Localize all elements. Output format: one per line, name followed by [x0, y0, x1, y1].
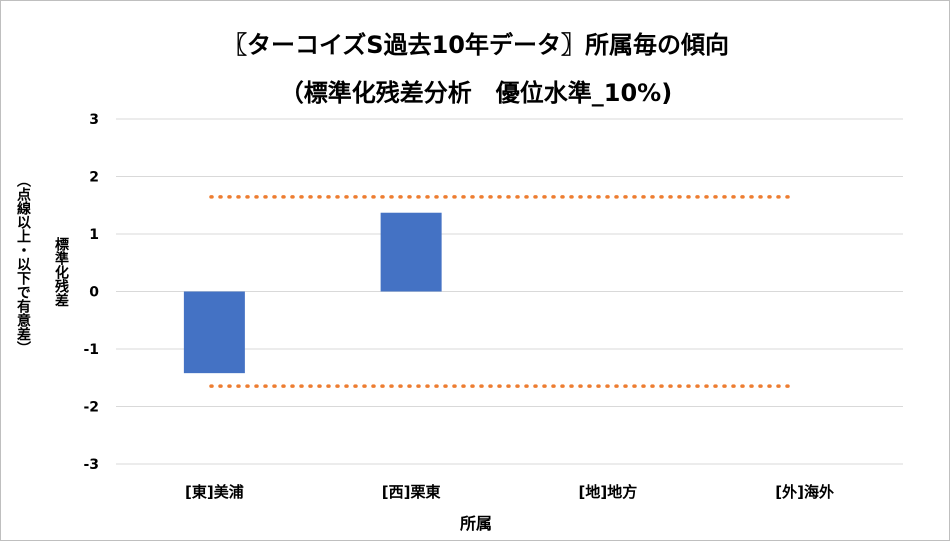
y-tick-label: 3	[89, 112, 99, 128]
x-axis-title: 所属	[459, 514, 492, 533]
y-tick-label: 0	[89, 285, 99, 301]
y-tick-label: -3	[83, 457, 99, 473]
x-tick-label: [東]美浦	[185, 483, 244, 501]
y-tick-label: -2	[83, 400, 99, 416]
y-tick-label: -1	[83, 342, 99, 358]
y-axis-subtitle: （点線以上・以下で有意差）	[15, 173, 31, 355]
y-tick-label: 2	[89, 170, 99, 186]
y-axis-title: 標準化残差	[53, 237, 69, 307]
x-tick-label: [西]栗東	[382, 483, 441, 501]
x-tick-label: [外]海外	[775, 483, 834, 501]
x-tick-label: [地]地方	[579, 483, 638, 501]
chart-title-line1: 〖ターコイズS過去10年データ〗所属毎の傾向	[223, 31, 729, 59]
bar	[183, 291, 245, 374]
chart-title-line2: （標準化残差分析 優位水準_10%)	[279, 79, 673, 107]
y-tick-label: 1	[89, 227, 99, 243]
bar	[380, 212, 442, 292]
